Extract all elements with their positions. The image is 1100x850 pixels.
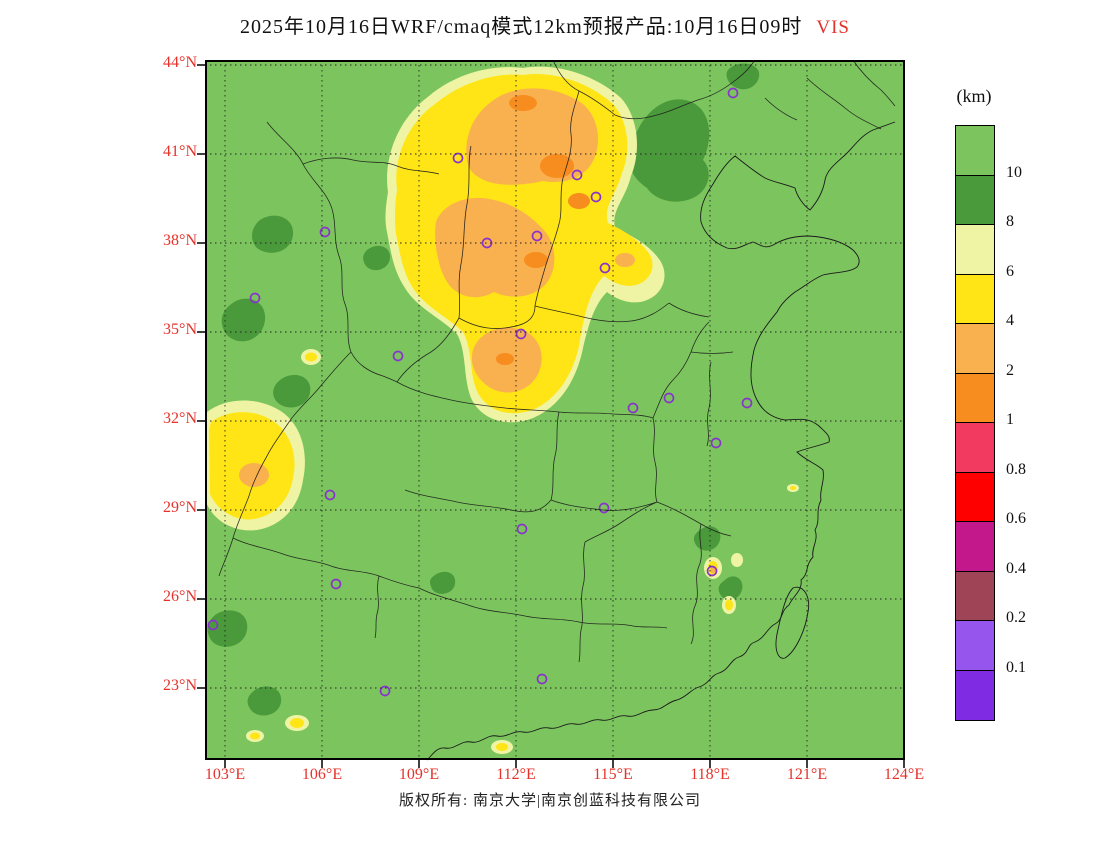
colorbar-segment	[956, 373, 994, 423]
province-borders-north	[534, 59, 896, 307]
copyright-footer: 版权所有: 南京大学|南京创蓝科技有限公司	[399, 793, 701, 809]
lon-tick-label: 109°E	[398, 766, 440, 783]
lon-tick-label: 118°E	[690, 766, 730, 783]
variable-tag: VIS	[816, 17, 850, 38]
city-marker	[516, 523, 528, 535]
map-frame	[205, 60, 905, 760]
city-marker	[590, 191, 602, 203]
city-marker	[663, 392, 675, 404]
city-marker	[571, 169, 583, 181]
contour-darkgreen-regions	[207, 63, 760, 716]
city-marker	[706, 565, 718, 577]
city-marker	[324, 489, 336, 501]
lat-tick-label: 32°N	[163, 410, 197, 427]
lat-tick-label: 41°N	[163, 143, 197, 160]
province-borders-center	[396, 145, 734, 503]
city-marker	[710, 437, 722, 449]
lon-tick-label: 124°E	[883, 766, 925, 783]
coastline	[426, 121, 896, 761]
title-text: 2025年10月16日WRF/cmaq模式12km预报产品:10月16日09时	[240, 16, 803, 38]
colorbar-segment	[956, 324, 994, 374]
colorbar-unit-label: (km)	[956, 86, 992, 106]
lon-tick-label: 112°E	[496, 766, 536, 783]
colorbar-tick-label: 1	[1006, 411, 1014, 428]
colorbar-segment	[956, 175, 994, 225]
city-marker	[727, 87, 739, 99]
colorbar-tick-label: 10	[1006, 163, 1022, 181]
colorbar-tick-label: 0.4	[1006, 559, 1026, 577]
city-marker	[515, 328, 527, 340]
colorbar-tick-label: 6	[1006, 262, 1014, 280]
page-title: 2025年10月16日WRF/cmaq模式12km预报产品:10月16日09时 V…	[0, 10, 1090, 39]
lat-tick-label: 29°N	[163, 499, 197, 516]
colorbar-tick-label: 8	[1006, 213, 1014, 230]
city-marker	[531, 230, 543, 242]
city-marker	[627, 402, 639, 414]
city-marker	[330, 578, 342, 590]
colorbar-tick-label: 2	[1006, 361, 1014, 379]
lat-tick-label: 23°N	[163, 677, 197, 694]
taiwan-island	[775, 586, 810, 659]
colorbar-segment	[956, 522, 994, 572]
colorbar-segment	[956, 621, 994, 671]
forecast-map	[197, 59, 905, 768]
lon-tick-label: 106°E	[301, 766, 343, 783]
lon-tick-label: 103°E	[204, 766, 246, 783]
axis-ticks	[197, 64, 905, 768]
lon-tick-label: 115°E	[593, 766, 633, 783]
city-marker	[598, 502, 610, 514]
lat-tick-label: 38°N	[163, 232, 197, 249]
colorbar-segment	[956, 670, 994, 720]
lat-tick-label: 26°N	[163, 588, 197, 605]
grid-lines	[205, 60, 905, 760]
colorbar-segment	[956, 571, 994, 621]
lon-tick-label: 121°E	[786, 766, 828, 783]
colorbar-segment	[956, 225, 994, 275]
city-marker	[392, 350, 404, 362]
colorbar	[955, 125, 995, 721]
colorbar-segment	[956, 472, 994, 522]
city-marker	[452, 152, 464, 164]
colorbar-segment	[956, 423, 994, 473]
city-marker	[379, 685, 391, 697]
colorbar-tick-label: 0.2	[1006, 609, 1026, 626]
colorbar-tick-label: 0.6	[1006, 510, 1026, 527]
lat-tick-label: 44°N	[163, 54, 197, 71]
contour-deeporange-regions	[496, 95, 590, 365]
colorbar-tick-label: 0.8	[1006, 460, 1026, 478]
city-marker	[599, 262, 611, 274]
city-marker	[319, 226, 331, 238]
lat-tick-label: 35°N	[163, 321, 197, 338]
province-borders-south	[218, 121, 732, 663]
city-marker	[741, 397, 753, 409]
city-marker	[207, 619, 219, 631]
city-marker	[536, 673, 548, 685]
colorbar-segment	[956, 126, 994, 176]
colorbar-tick-label: 4	[1006, 312, 1014, 329]
city-marker	[249, 292, 261, 304]
colorbar-tick-label: 0.1	[1006, 658, 1026, 676]
colorbar-segment	[956, 274, 994, 324]
map-area	[197, 59, 905, 768]
